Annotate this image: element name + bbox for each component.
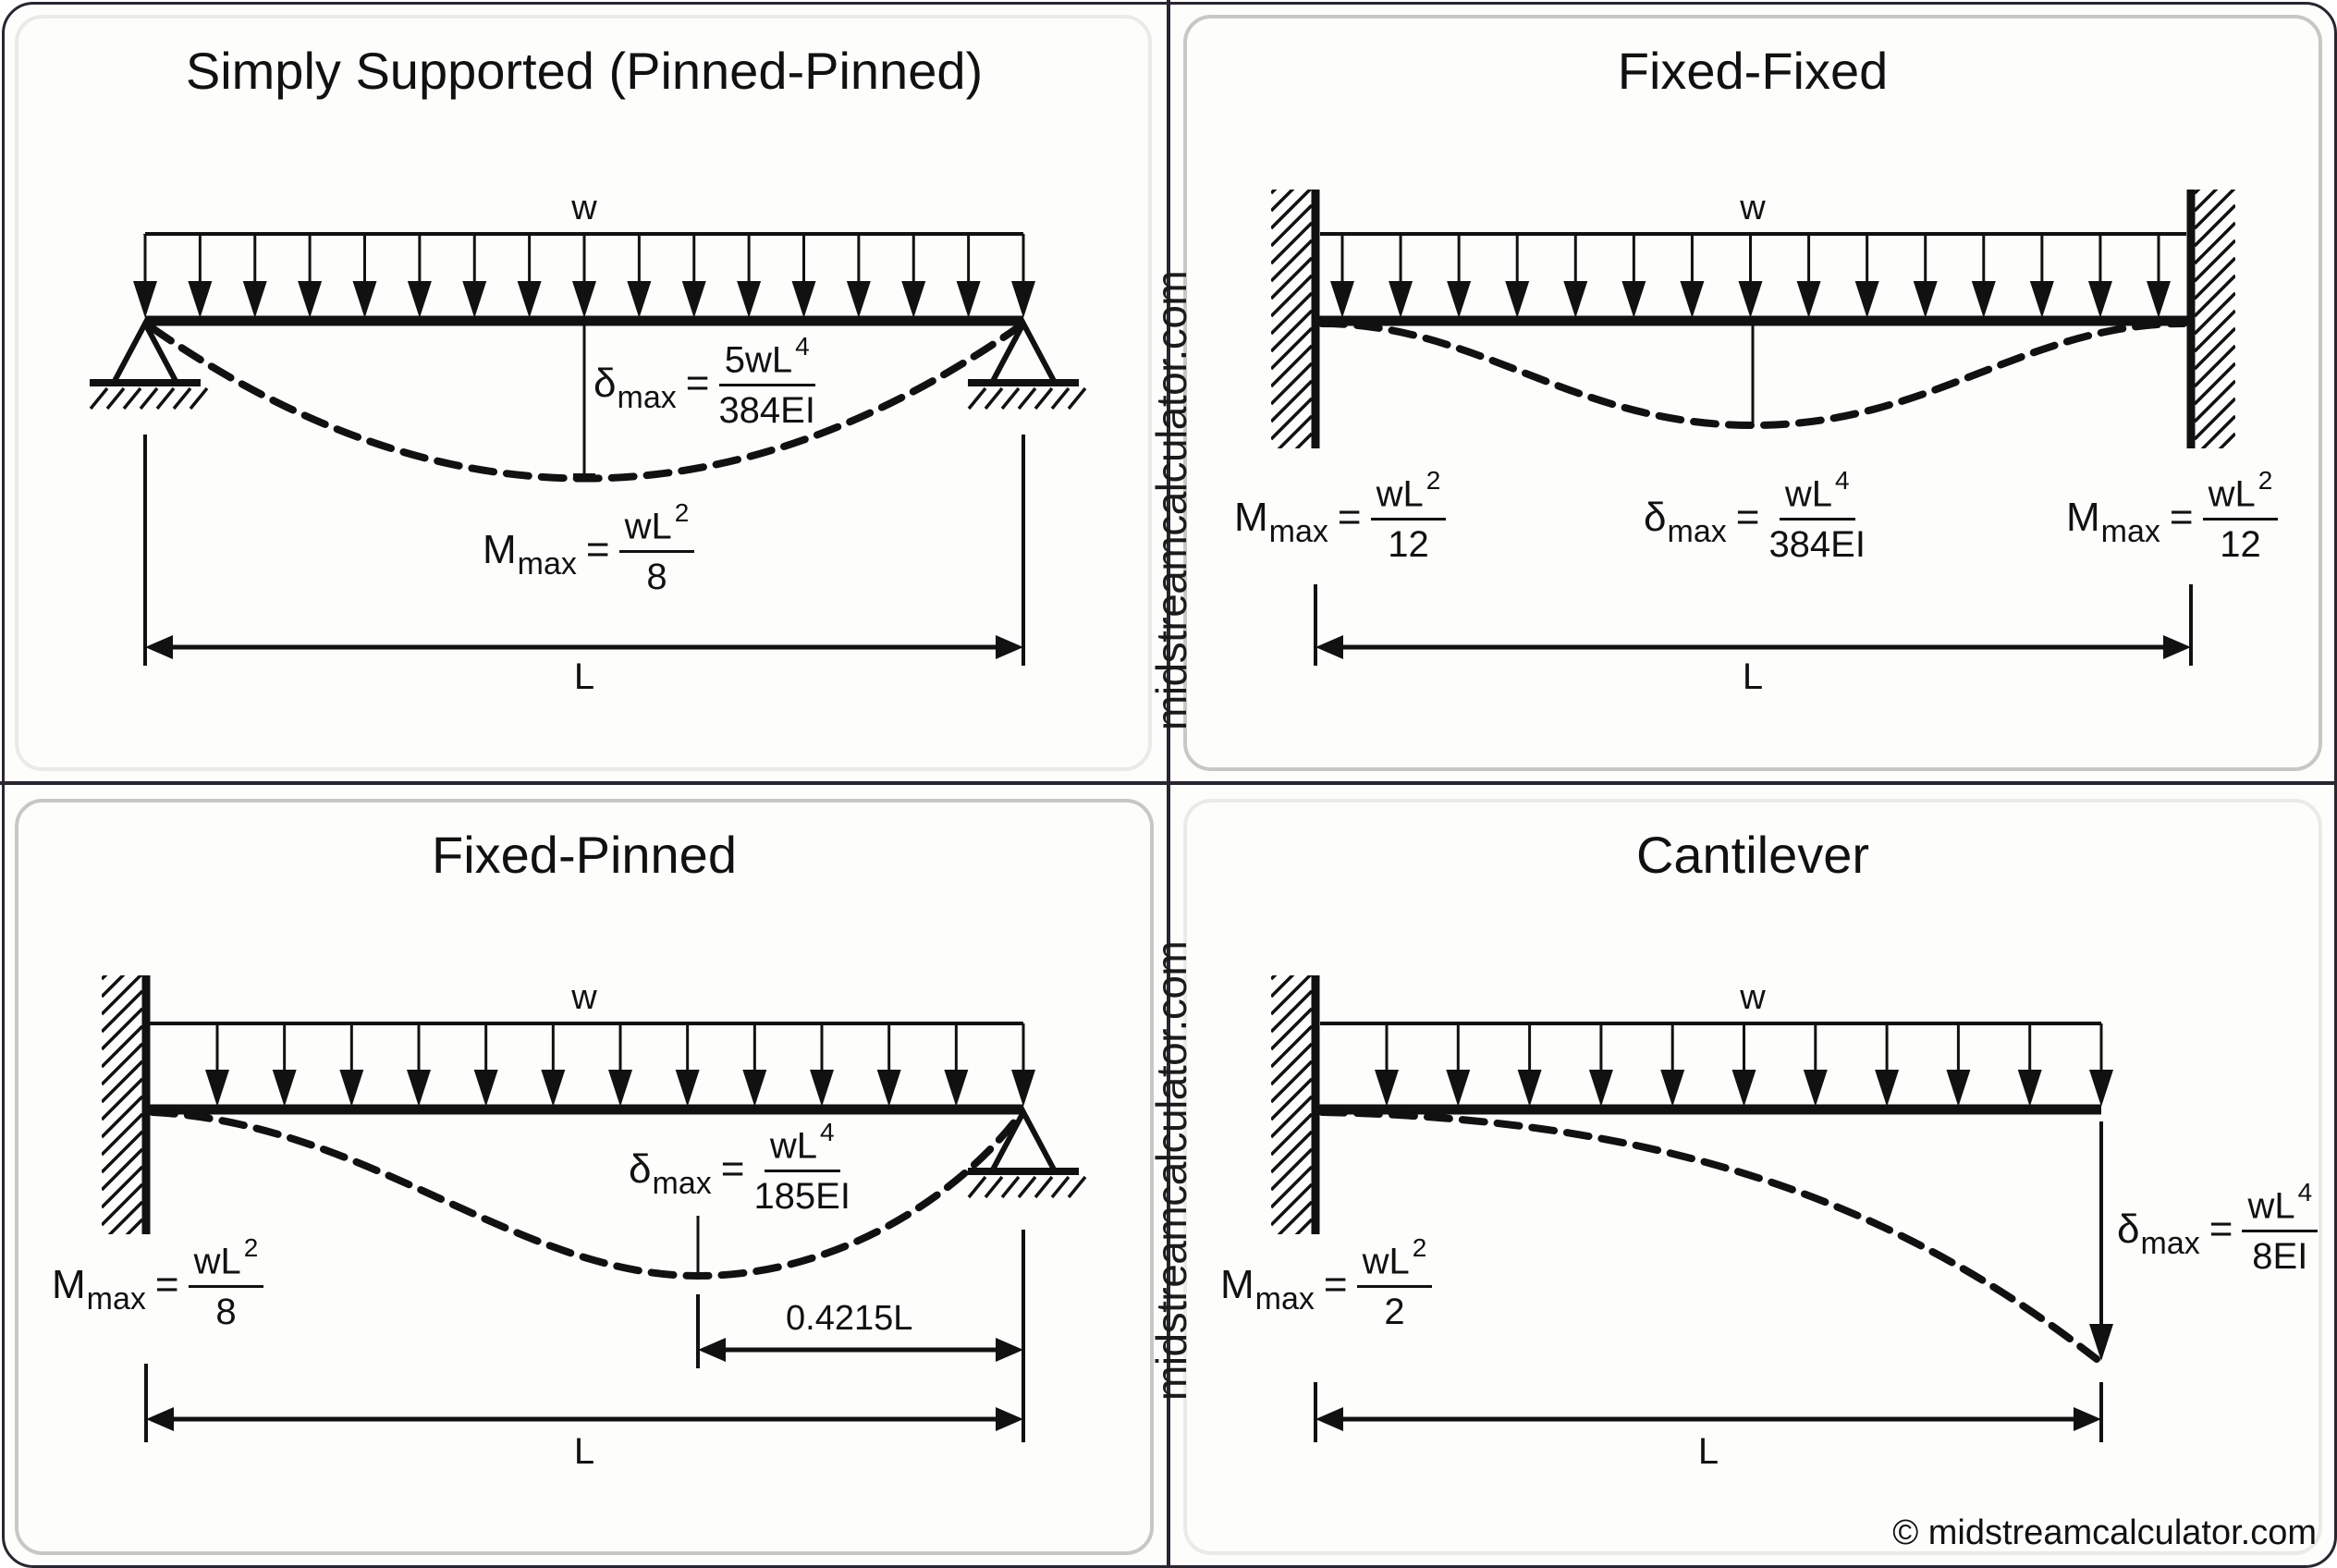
panel-title-simply-supported: Simply Supported (Pinned-Pinned) bbox=[185, 42, 984, 100]
cantilever-drawing bbox=[1271, 975, 2113, 1442]
span-label: L bbox=[573, 1431, 595, 1472]
deflection-formula: δ max = wL 4 384EI bbox=[1644, 466, 1866, 566]
deflection-formula: δ max = 5wL 4 384EI bbox=[593, 332, 815, 432]
load-label: w bbox=[1740, 978, 1766, 1017]
fixed-fixed-drawing bbox=[1271, 190, 2235, 666]
span-label: L bbox=[1742, 656, 1764, 697]
panel-title-fixed-fixed: Fixed-Fixed bbox=[1617, 42, 1889, 100]
max-deflection-location-label: 0.4215L bbox=[786, 1299, 913, 1338]
load-label: w bbox=[571, 978, 597, 1017]
deflection-formula: δ max = wL 4 185EI bbox=[629, 1118, 850, 1218]
panel-title-cantilever: Cantilever bbox=[1635, 826, 1870, 884]
horizontal-divider bbox=[0, 781, 2337, 785]
span-label: L bbox=[573, 656, 595, 697]
fixed-pinned-drawing bbox=[102, 975, 1087, 1442]
span-label: L bbox=[1697, 1431, 1719, 1472]
load-label: w bbox=[571, 189, 597, 227]
deflection-formula: δ max = wL 4 8EI bbox=[2117, 1180, 2319, 1275]
watermark-bottom: midstreamcalculator.com bbox=[1147, 940, 1195, 1401]
panel-title-fixed-pinned: Fixed-Pinned bbox=[432, 826, 737, 884]
load-label: w bbox=[1740, 189, 1766, 227]
delta-symbol: δ bbox=[593, 360, 617, 406]
watermark-top: midstreamcalculator.com bbox=[1147, 270, 1195, 730]
simply-supported-drawing bbox=[89, 232, 1087, 666]
copyright-notice: © midstreamcalculator.com bbox=[1892, 1513, 2317, 1552]
